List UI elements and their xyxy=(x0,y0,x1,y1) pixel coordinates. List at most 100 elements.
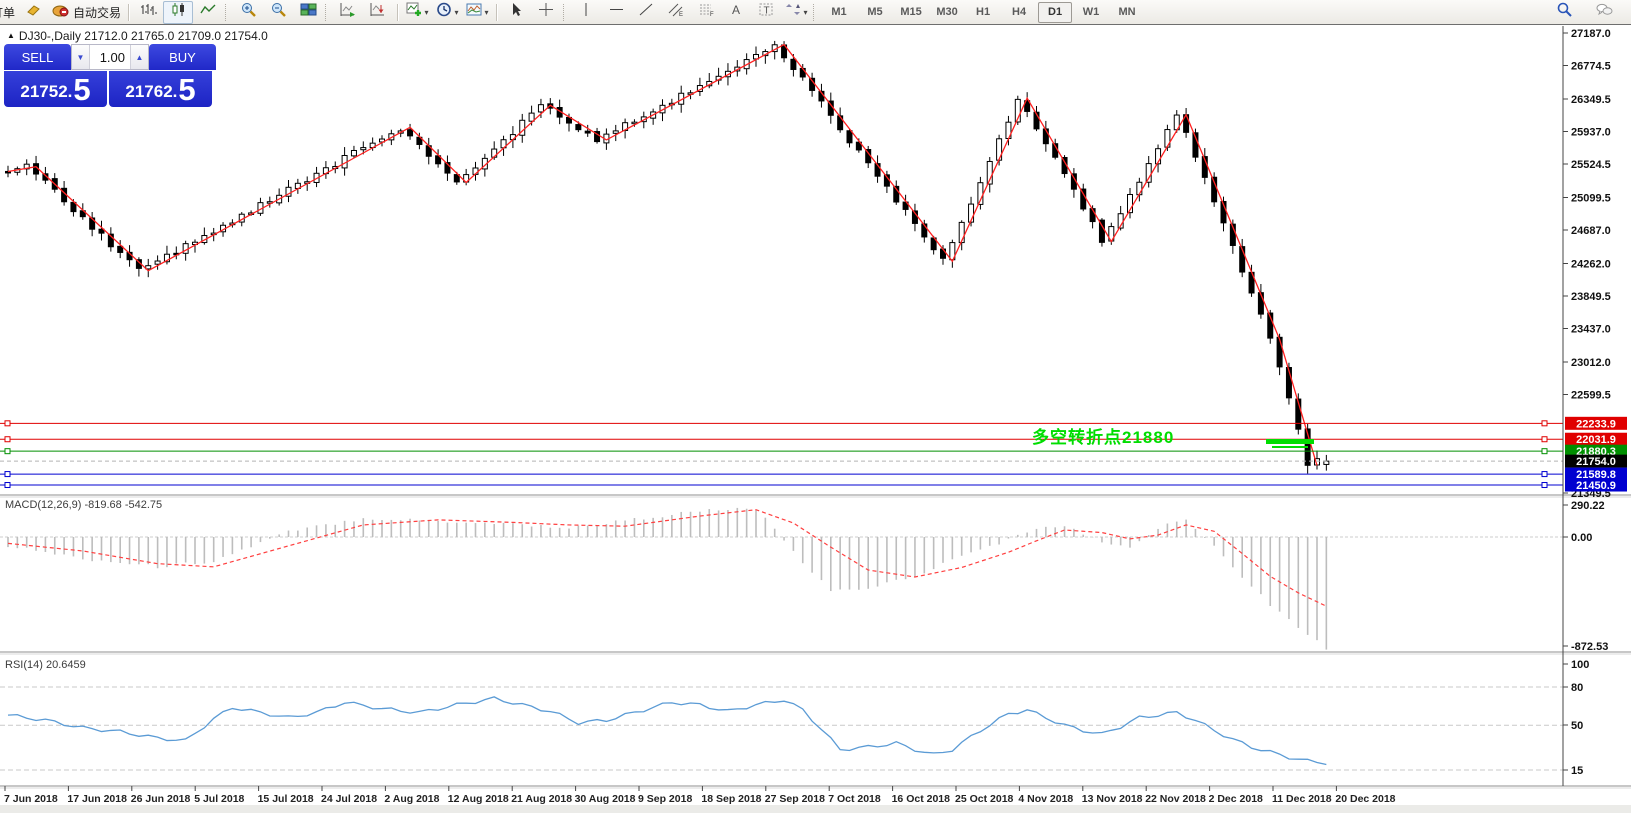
buy-price-button[interactable]: 21762. 5 xyxy=(109,71,212,107)
chart-window[interactable]: ▲ DJ30-,Daily 21712.0 21765.0 21709.0 217… xyxy=(0,26,1631,813)
cursor-icon xyxy=(508,2,525,22)
toolbar-separator xyxy=(397,3,399,21)
price-line-21450.9[interactable] xyxy=(0,482,1563,489)
timeframe-w1-button[interactable]: W1 xyxy=(1082,6,1100,18)
axis-label: 100 xyxy=(1571,659,1589,671)
dropdown-arrow-icon[interactable]: ▾ xyxy=(454,7,459,17)
candlestick-chart-button[interactable] xyxy=(163,0,194,24)
axis-label: 50 xyxy=(1571,720,1583,732)
dropdown-arrow-icon[interactable]: ▾ xyxy=(484,7,489,17)
timeframe-d1-button[interactable]: D1 xyxy=(1038,1,1073,23)
axis-label: 13 Nov 2018 xyxy=(1082,793,1143,805)
arrows-icon xyxy=(785,2,802,22)
axis-label: 22233.9 xyxy=(1576,418,1616,430)
horizontal-line-button[interactable] xyxy=(601,1,631,24)
toolbar-grip xyxy=(813,3,817,21)
axis-label: 23437.0 xyxy=(1571,324,1611,336)
order-tag-button[interactable] xyxy=(19,1,49,24)
axis-label: 24 Jul 2018 xyxy=(321,793,377,805)
axis-label: 290.22 xyxy=(1571,500,1605,512)
price-line-label xyxy=(1565,467,1627,481)
new-order-label[interactable]: 订单 xyxy=(0,5,16,20)
cursor-button[interactable] xyxy=(501,1,531,24)
text-label-button[interactable]: T xyxy=(751,1,781,24)
price-line-22233.9[interactable] xyxy=(0,420,1563,427)
axis-label: 25 Oct 2018 xyxy=(955,793,1014,805)
templates-button[interactable]: ▾ xyxy=(462,1,492,24)
axis-label: 17 Jun 2018 xyxy=(67,793,127,805)
vertical-line-icon xyxy=(578,2,595,22)
horizontal-line-icon xyxy=(608,2,625,22)
axis-label: 12 Aug 2018 xyxy=(448,793,509,805)
rsi-label: RSI(14) 20.6459 xyxy=(5,659,86,671)
auto-scroll-button[interactable] xyxy=(333,1,363,24)
one-click-trading-panel: SELL ▼ 1.00 ▲ BUY 21752. 5 21762. 5 xyxy=(4,44,216,107)
search-icon xyxy=(1556,2,1573,22)
text-button[interactable]: A xyxy=(721,1,751,24)
dropdown-arrow-icon[interactable]: ▾ xyxy=(424,7,429,17)
autotrading-button[interactable]: 自动交易 xyxy=(49,1,124,24)
turning-point-marker2[interactable] xyxy=(1272,446,1308,448)
svg-text:T: T xyxy=(763,6,769,17)
chart-shift-button[interactable] xyxy=(363,1,393,24)
autotrading-label: 自动交易 xyxy=(73,5,122,20)
fibonacci-button[interactable]: F xyxy=(691,1,721,24)
turning-point-marker[interactable] xyxy=(1266,439,1314,444)
vertical-line-button[interactable] xyxy=(571,1,601,24)
equidistant-channel-button[interactable]: E xyxy=(661,1,691,24)
periods-button[interactable]: ▾ xyxy=(432,1,462,24)
axis-label: 22599.5 xyxy=(1571,390,1611,402)
date-strip xyxy=(0,805,1631,813)
volume-input[interactable]: 1.00 xyxy=(99,49,125,65)
tile-windows-button[interactable] xyxy=(293,1,323,24)
chart-shift-icon xyxy=(370,2,387,22)
timeframe-m5-button[interactable]: M5 xyxy=(867,6,883,18)
timeframe-m15-button[interactable]: M15 xyxy=(900,6,922,18)
price-line-21880.3[interactable] xyxy=(0,448,1563,455)
toolbar-separator xyxy=(496,3,498,21)
arrows-button[interactable]: ▾ xyxy=(781,1,811,24)
timeframe-mn-button[interactable]: MN xyxy=(1118,6,1136,18)
sell-price-button[interactable]: 21752. 5 xyxy=(4,71,107,107)
chart-background xyxy=(0,26,1631,813)
zoom-out-icon xyxy=(270,2,287,22)
line-chart-button[interactable] xyxy=(193,1,223,24)
timeframe-h4-button[interactable]: H4 xyxy=(1012,6,1027,18)
chart-canvas[interactable]: 27187.0 26774.5 26349.5 25937.0 25524.5 25099… xyxy=(0,26,1631,813)
equidistant-channel-icon: E xyxy=(668,2,685,22)
axis-label: 20 Dec 2018 xyxy=(1335,793,1395,805)
price-line-21589.8[interactable] xyxy=(0,471,1563,478)
chat-button[interactable] xyxy=(1589,1,1619,24)
buy-button[interactable]: BUY xyxy=(149,44,216,70)
axis-label: 21450.9 xyxy=(1576,480,1616,492)
axis-label: 7 Oct 2018 xyxy=(828,793,881,805)
collapse-triangle-icon[interactable]: ▲ xyxy=(7,31,15,40)
sell-button[interactable]: SELL xyxy=(4,44,71,70)
zoom-in-icon xyxy=(240,2,257,22)
toolbar-separator xyxy=(128,3,130,21)
timeframe-m30-button[interactable]: M30 xyxy=(936,6,958,18)
axis-label: 5 Jul 2018 xyxy=(194,793,244,805)
timeframe-m1-button[interactable]: M1 xyxy=(831,6,847,18)
zoom-in-button[interactable] xyxy=(233,1,263,24)
trend-line-button[interactable] xyxy=(631,1,661,24)
crosshair-button[interactable] xyxy=(531,1,561,24)
timeframe-h1-button[interactable]: H1 xyxy=(976,6,991,18)
indicators-button[interactable]: ▾ xyxy=(402,1,432,24)
axis-label: 22031.9 xyxy=(1576,434,1616,446)
volume-increase-button[interactable]: ▲ xyxy=(130,45,148,69)
axis-label: 4 Nov 2018 xyxy=(1018,793,1073,805)
chart-annotation-text[interactable]: 多空转折点21880 xyxy=(1032,428,1175,447)
axis-label: 0.00 xyxy=(1571,532,1592,544)
volume-box: ▼ 1.00 ▲ xyxy=(71,44,149,70)
axis-label: 9 Sep 2018 xyxy=(638,793,692,805)
volume-decrease-button[interactable]: ▼ xyxy=(72,45,90,69)
zoom-out-button[interactable] xyxy=(263,1,293,24)
bar-chart-button[interactable] xyxy=(133,1,163,24)
search-button[interactable] xyxy=(1549,1,1579,24)
rsi-line xyxy=(7,696,1327,766)
toolbar-separator xyxy=(325,3,329,21)
zigzag-line[interactable] xyxy=(7,43,1318,466)
dropdown-arrow-icon[interactable]: ▾ xyxy=(803,7,808,17)
